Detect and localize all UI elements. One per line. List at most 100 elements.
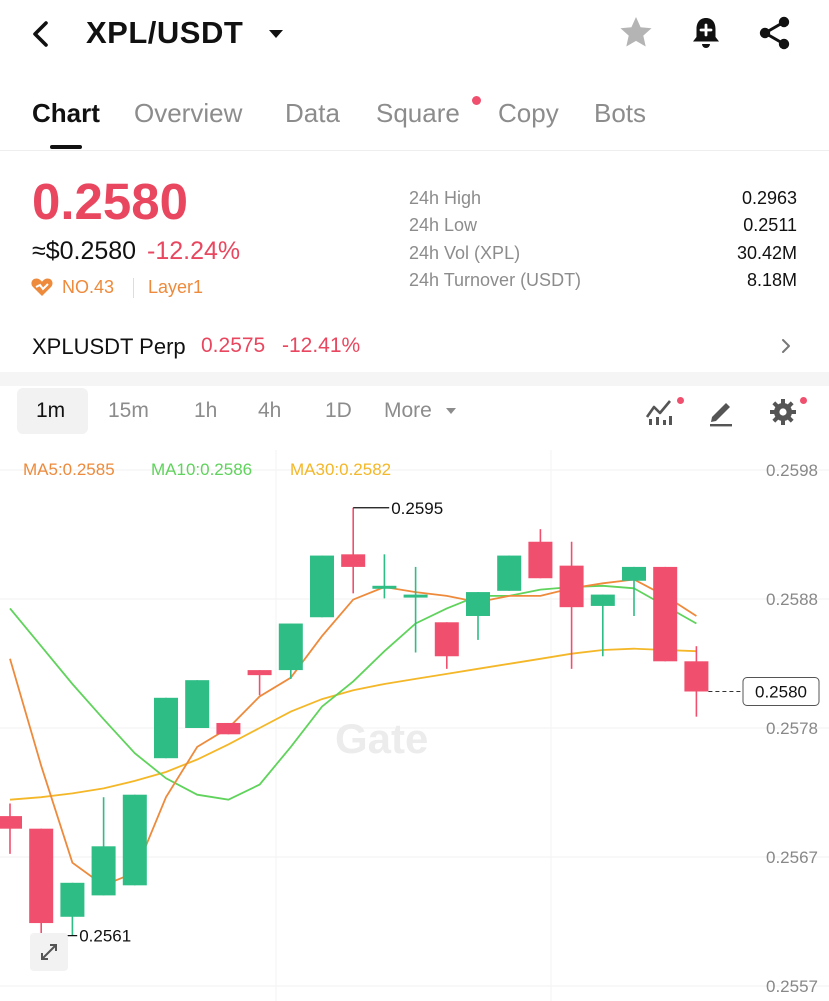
candle-down (528, 529, 553, 579)
price-alert-bell-icon[interactable] (686, 13, 726, 53)
stat-label-high: 24h High (409, 188, 482, 208)
timeframe-more[interactable]: More (384, 399, 432, 422)
fullscreen-button[interactable] (30, 933, 68, 971)
candle-up (60, 882, 85, 936)
back-arrow-icon[interactable] (26, 18, 58, 50)
candles (0, 507, 709, 936)
candle-body (466, 592, 490, 616)
candle-up (497, 555, 522, 591)
stat-label-low: 24h Low (409, 215, 478, 235)
candle-down (29, 828, 54, 936)
candle-down (247, 670, 272, 696)
ma30-label: MA30:0.2582 (290, 460, 392, 479)
pair-title[interactable]: XPL/USDT (86, 15, 244, 50)
candle-body (91, 846, 116, 896)
market-cap-rank[interactable]: NO.43 (62, 277, 115, 297)
perp-price: 0.2575 (201, 334, 266, 357)
indicators-notification-dot (677, 397, 684, 404)
candle-up (185, 680, 210, 728)
ma5-label: MA5:0.2585 (23, 460, 115, 479)
category-tag[interactable]: Layer1 (148, 277, 204, 297)
price-tick-label: 0.2567 (766, 848, 818, 867)
candle-body (247, 670, 272, 676)
favorite-star-icon[interactable] (616, 13, 656, 53)
candle-body (684, 661, 709, 692)
current-price-tag (742, 677, 820, 707)
candle-body (154, 697, 178, 759)
rank-heart-icon (31, 278, 53, 296)
stat-value-vol: 30.42M (736, 243, 797, 263)
ma10-label: MA10:0.2586 (151, 460, 253, 479)
price-tick-label: 0.2557 (766, 977, 818, 996)
tabs-divider (0, 150, 829, 151)
share-icon[interactable] (755, 13, 795, 53)
candle-up (91, 797, 116, 896)
price-tick-label: 0.2598 (766, 461, 818, 480)
change-percent: -12.24% (147, 237, 241, 265)
tab-square-notification-dot (472, 96, 481, 105)
candle-body (310, 555, 334, 618)
ma30-line (9, 647, 697, 801)
price-tick-label: 0.2578 (766, 719, 818, 738)
stat-label-turnover: 24h Turnover (USDT) (409, 270, 582, 290)
candle-body (497, 555, 522, 591)
tab-square[interactable]: Square (376, 98, 460, 128)
candle-down (216, 722, 241, 735)
high-marker-label: 0.2595 (391, 499, 443, 518)
watermark: Gate (335, 715, 429, 762)
candle-up (403, 566, 428, 653)
tab-overview[interactable]: Overview (134, 98, 243, 128)
price-axis: 0.2598 0.2588 0.2578 0.2567 0.2557 (766, 461, 818, 996)
candle-up (622, 566, 646, 616)
candle-up (278, 623, 303, 679)
perp-name[interactable]: XPLUSDT Perp (32, 334, 186, 359)
candle-body (653, 566, 678, 662)
stat-value-high: 0.2963 (741, 188, 797, 208)
usd-price: ≈$0.2580 (32, 237, 137, 265)
timeframe-1h[interactable]: 1h (194, 399, 218, 422)
stat-value-turnover: 8.18M (746, 270, 797, 290)
tab-bots[interactable]: Bots (594, 98, 647, 128)
candle-body (0, 816, 22, 829)
candle-body (29, 828, 54, 924)
candle-up (466, 592, 490, 640)
current-price-tag-label: 0.2580 (755, 683, 807, 702)
draw-pencil-icon[interactable] (704, 395, 738, 429)
perp-change: -12.41% (282, 334, 361, 357)
candle-up (372, 554, 397, 599)
chart-annotations: 0.2595 0.2561 0.2580 (41, 499, 820, 946)
chevron-right-icon[interactable] (778, 336, 794, 356)
candle-body (622, 566, 646, 581)
chart-settings-gear-icon[interactable] (766, 395, 800, 429)
candle-body (216, 722, 241, 735)
tab-chart[interactable]: Chart (32, 98, 100, 128)
timeframe-active-background (17, 388, 88, 434)
pair-dropdown-caret-icon[interactable] (266, 27, 286, 41)
active-tab-indicator (50, 145, 82, 149)
timeframe-4h[interactable]: 4h (258, 399, 282, 422)
ma10-line (9, 584, 697, 801)
candle-up (310, 555, 334, 618)
candle-body (60, 882, 85, 917)
indicators-icon[interactable] (643, 395, 677, 429)
candle-down (0, 803, 22, 854)
timeframe-15m[interactable]: 15m (108, 399, 149, 422)
expand-icon (41, 944, 57, 960)
candle-body (590, 594, 615, 606)
candle-body (185, 680, 210, 728)
tab-copy[interactable]: Copy (498, 98, 559, 128)
candle-down (653, 566, 678, 662)
tag-separator (133, 278, 134, 298)
low-marker-label: 0.2561 (79, 927, 131, 946)
candle-body (122, 794, 147, 886)
timeframe-1d[interactable]: 1D (325, 399, 352, 422)
candle-body (341, 554, 366, 567)
timeframe-1m[interactable]: 1m (36, 399, 66, 422)
tab-data[interactable]: Data (285, 98, 340, 128)
candle-down (341, 507, 366, 594)
more-caret-icon[interactable] (444, 406, 458, 416)
settings-notification-dot (800, 397, 807, 404)
stat-value-low: 0.2511 (743, 215, 797, 235)
price-tick-label: 0.2588 (766, 590, 818, 609)
